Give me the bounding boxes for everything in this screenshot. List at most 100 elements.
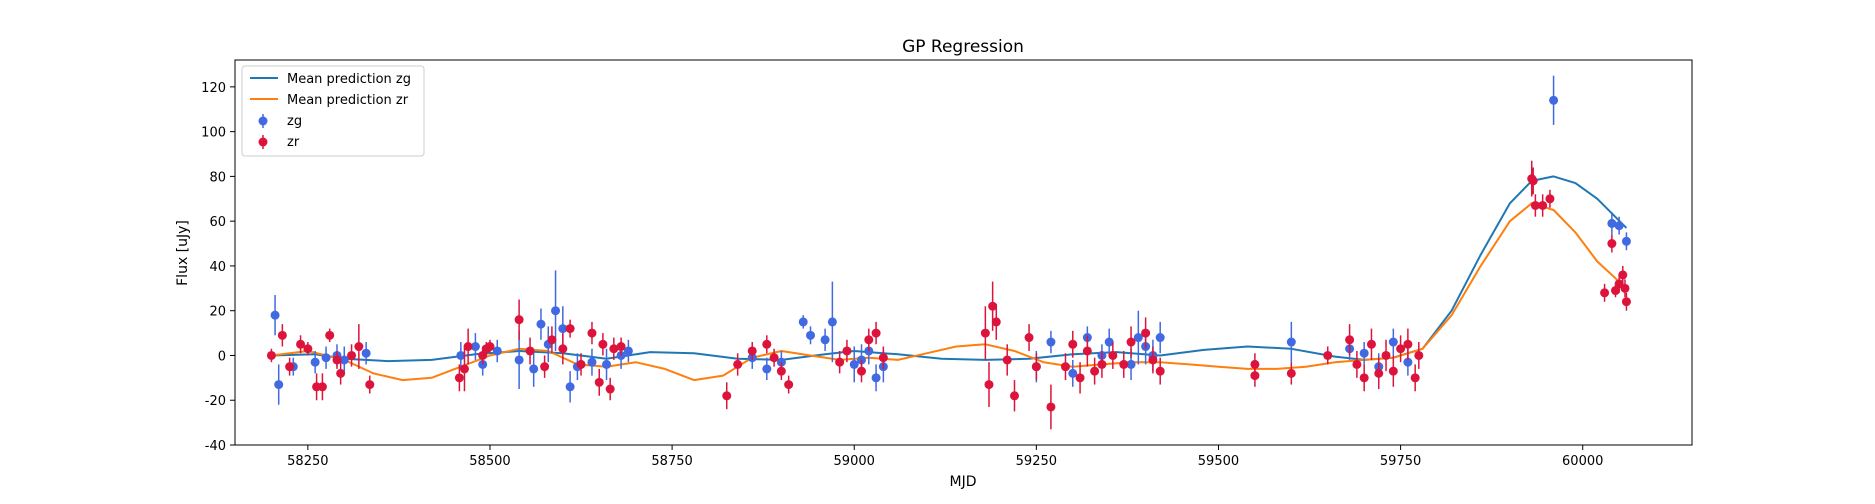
y-tick-label: 20 (209, 305, 226, 320)
data-point-zr (1097, 359, 1107, 369)
data-point-zg (623, 346, 633, 356)
data-point-zr (277, 330, 287, 340)
data-point-zr (609, 344, 619, 354)
data-point-zr (984, 380, 994, 390)
data-point-zr (1345, 335, 1355, 345)
data-point-zr (1530, 200, 1540, 210)
data-point-zg (762, 364, 772, 374)
data-point-zr (1009, 391, 1019, 401)
data-point-zg (1621, 236, 1631, 246)
data-point-zr (576, 359, 586, 369)
data-point-zr (285, 362, 295, 372)
data-point-zr (463, 342, 473, 352)
data-point-zg (806, 330, 816, 340)
data-point-zg (551, 306, 561, 316)
data-point-zr (1528, 176, 1538, 186)
y-tick-label: 0 (218, 349, 226, 364)
x-tick-label: 59000 (834, 454, 875, 469)
data-point-zr (605, 384, 615, 394)
data-point-zr (762, 339, 772, 349)
data-point-zr (565, 324, 575, 334)
data-point-zg (1155, 333, 1165, 343)
data-point-zr (1545, 194, 1555, 204)
data-point-zg (558, 324, 568, 334)
data-point-zr (733, 359, 743, 369)
data-point-zr (594, 377, 604, 387)
data-point-zr (722, 391, 732, 401)
series-line-0 (271, 175, 1628, 363)
x-tick-label: 58500 (469, 454, 510, 469)
legend-marker-zg (258, 116, 268, 126)
data-point-zr (1046, 402, 1056, 412)
data-point-zg (827, 317, 837, 327)
data-point-zr (857, 366, 867, 376)
data-point-zr (864, 335, 874, 345)
data-point-zr (1600, 288, 1610, 298)
data-point-zr (747, 346, 757, 356)
y-tick-label: -20 (205, 394, 226, 409)
legend-marker-zr (258, 137, 268, 147)
data-point-zr (1388, 366, 1398, 376)
data-point-zr (296, 339, 306, 349)
data-point-zr (616, 342, 626, 352)
data-point-zg (492, 346, 502, 356)
data-point-zg (820, 335, 830, 345)
data-point-zr (303, 344, 313, 354)
data-point-zg (310, 357, 320, 367)
data-point-zr (1126, 337, 1136, 347)
legend-label-zg-prediction: Mean prediction zg (287, 72, 411, 87)
data-point-zr (842, 346, 852, 356)
data-point-zr (988, 301, 998, 311)
legend-label-zg: zg (287, 114, 302, 129)
data-point-zr (558, 344, 568, 354)
data-point-zr (317, 382, 327, 392)
data-point-zg (1104, 337, 1114, 347)
data-point-zr (980, 328, 990, 338)
series-line-1 (271, 202, 1628, 382)
data-point-zg (1359, 348, 1369, 358)
data-point-zr (1002, 355, 1012, 365)
data-point-zg (1133, 333, 1143, 343)
data-point-zr (478, 350, 488, 360)
data-point-zr (1075, 373, 1085, 383)
data-point-zr (332, 355, 342, 365)
data-point-zr (1374, 368, 1384, 378)
data-point-zr (871, 328, 881, 338)
data-point-zr (547, 335, 557, 345)
data-point-zg (1549, 95, 1559, 105)
data-point-zr (485, 342, 495, 352)
data-point-zg (602, 359, 612, 369)
data-point-zr (1119, 359, 1129, 369)
data-point-zr (1155, 366, 1165, 376)
data-point-zg (1388, 337, 1398, 347)
data-point-zr (1031, 362, 1041, 372)
data-point-zr (1620, 283, 1630, 293)
x-tick-label: 59750 (1380, 454, 1421, 469)
y-axis-ticks: -40 -20 0 20 40 60 80 100 120 (201, 81, 235, 454)
data-point-zr (336, 368, 346, 378)
data-point-zg (849, 359, 859, 369)
y-tick-label: -40 (205, 439, 226, 454)
data-point-zr (354, 342, 364, 352)
data-point-zr (454, 373, 464, 383)
y-axis-label: Flux [uJy] (175, 220, 191, 286)
data-point-zr (266, 350, 276, 360)
data-point-zg (514, 355, 524, 365)
data-point-zr (1024, 333, 1034, 343)
observation-points (266, 75, 1631, 430)
data-point-zr (1611, 286, 1621, 296)
y-tick-label: 40 (209, 260, 226, 275)
data-point-zr (347, 350, 357, 360)
data-point-zr (878, 353, 888, 363)
y-tick-label: 80 (209, 170, 226, 185)
data-point-zg (1614, 221, 1624, 231)
data-point-zg (1286, 337, 1296, 347)
data-point-zg (321, 353, 331, 363)
x-tick-label: 58250 (287, 454, 328, 469)
data-point-zr (1060, 362, 1070, 372)
data-point-zr (514, 315, 524, 325)
data-point-zr (1366, 339, 1376, 349)
data-point-zr (1250, 371, 1260, 381)
data-point-zr (1621, 297, 1631, 307)
